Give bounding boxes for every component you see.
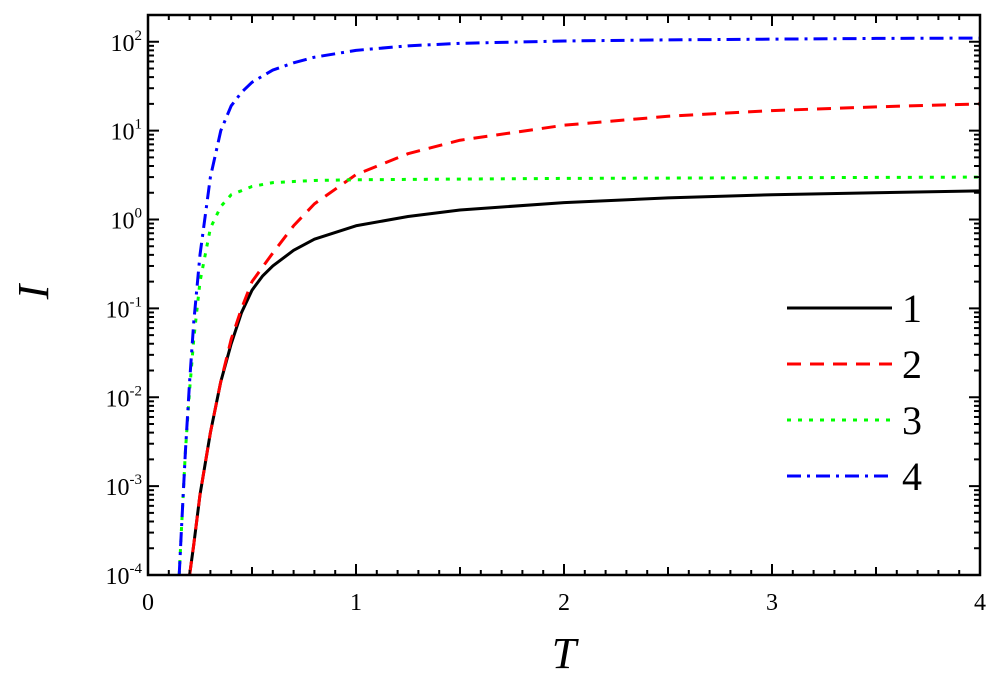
x-tick-label: 3 <box>766 590 778 616</box>
y-tick-label: 10-4 <box>106 561 143 590</box>
legend-label-1: 1 <box>902 286 922 331</box>
y-axis-title: I <box>9 282 58 300</box>
x-tick-label: 2 <box>558 590 570 616</box>
legend-label-4: 4 <box>902 454 922 499</box>
x-axis-title: T <box>552 629 580 678</box>
y-tick-label: 100 <box>111 206 143 235</box>
legend-label-2: 2 <box>902 342 922 387</box>
axes-layer: 0 1 2 3 4 10-4 10-3 10-2 10-1 100 101 102 <box>106 13 986 616</box>
y-tick-label: 10-2 <box>106 383 143 412</box>
legend: 1 2 3 4 <box>787 286 922 499</box>
y-tick-label: 101 <box>111 117 143 146</box>
y-tick-label: 10-1 <box>106 294 143 323</box>
x-tick-label: 0 <box>142 590 154 616</box>
series-group <box>177 36 980 575</box>
y-tick-label: 102 <box>111 28 143 57</box>
legend-label-3: 3 <box>902 398 922 443</box>
plot-frame <box>146 13 982 577</box>
plot-layer <box>177 36 980 575</box>
y-tick-label: 10-3 <box>106 472 143 501</box>
series-line-2 <box>188 102 980 575</box>
x-tick-label: 4 <box>974 590 986 616</box>
series-line-4 <box>177 36 980 575</box>
series-line-3 <box>177 175 980 575</box>
series-line-1 <box>188 189 980 575</box>
x-tick-label: 1 <box>350 590 362 616</box>
